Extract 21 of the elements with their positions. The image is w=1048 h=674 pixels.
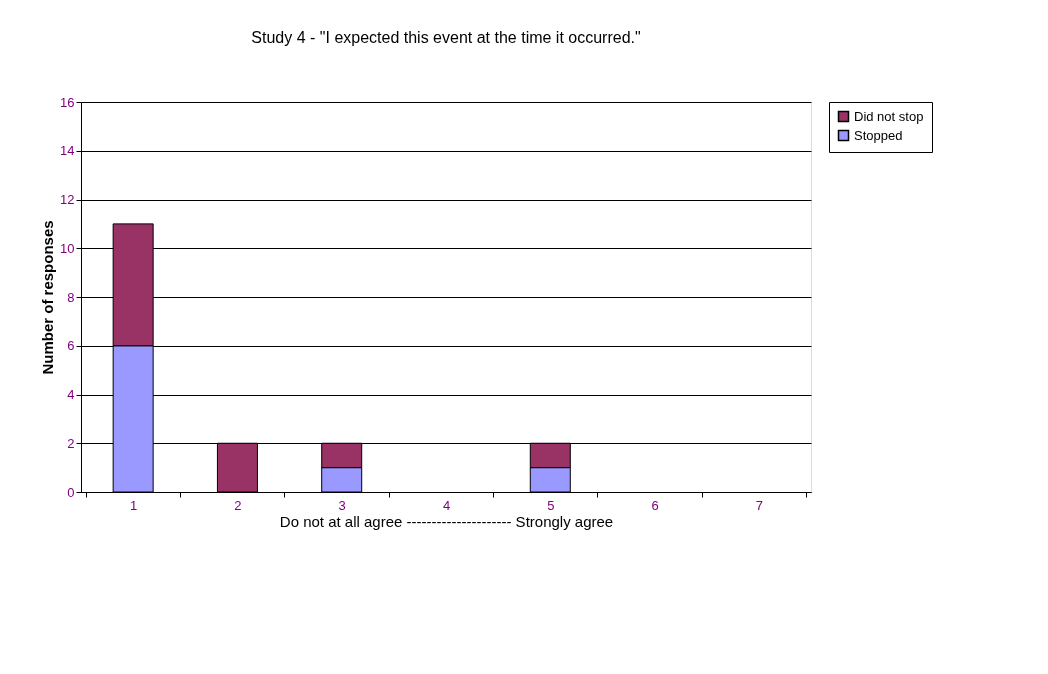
x-tick-label: 5 (547, 497, 555, 513)
y-tick-label: 2 (67, 435, 75, 451)
x-axis-title: Do not at all agree --------------------- Strongly agree (279, 512, 614, 530)
y-tick-label: 10 (60, 240, 75, 256)
x-tick-label: 7 (755, 497, 763, 513)
legend-label: Stopped (854, 127, 903, 143)
x-tick-label: 6 (651, 497, 659, 513)
legend-label: Did not stop (854, 108, 924, 124)
y-tick-label: 12 (60, 192, 75, 207)
x-tick-label: 3 (338, 497, 346, 513)
y-axis-title: Number of responses (39, 220, 57, 375)
y-tick-label: 8 (67, 289, 75, 305)
y-tick-label: 4 (67, 387, 75, 402)
x-tick-label: 4 (442, 497, 451, 513)
y-tick-label: 14 (60, 143, 75, 159)
chart-title: Study 4 - "I expected this event at the time it occurred." (251, 29, 641, 46)
x-tick-label: 2 (234, 497, 242, 513)
y-tick-label: 16 (60, 94, 75, 110)
y-tick-label: 0 (67, 484, 75, 500)
y-tick-label: 6 (67, 338, 75, 354)
x-tick-label: 1 (130, 497, 138, 513)
